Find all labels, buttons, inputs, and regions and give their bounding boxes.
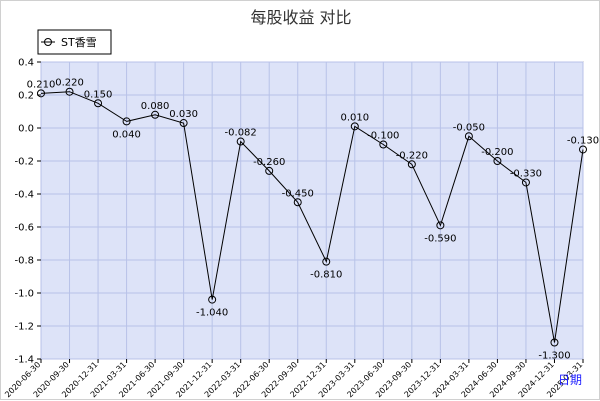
data-label: 0.210 (27, 79, 56, 90)
chart-title: 每股收益 对比 (250, 8, 351, 27)
data-point (407, 160, 416, 169)
data-label: -0.330 (510, 168, 542, 179)
y-tick-label: 0.4 (18, 58, 34, 69)
data-label: -0.220 (396, 150, 428, 161)
legend-marker (44, 38, 52, 46)
data-point (65, 87, 74, 96)
data-label: -0.082 (225, 128, 257, 139)
data-point (464, 132, 473, 141)
y-tick-label: -0.2 (14, 157, 34, 168)
y-tick-label: -1.0 (14, 289, 34, 300)
data-label: 0.040 (112, 129, 141, 140)
y-tick-label: -0.8 (14, 256, 34, 267)
data-point (436, 221, 445, 230)
x-axis-ticks: 2020-06-302020-09-302020-12-312021-03-31… (3, 359, 584, 399)
data-label: -0.130 (567, 135, 599, 146)
data-point (122, 117, 131, 126)
data-point (350, 122, 359, 131)
y-tick-label: -0.4 (14, 190, 34, 201)
y-tick-label: -1.2 (14, 322, 34, 333)
y-tick-label: -0.6 (14, 223, 34, 234)
data-point (265, 166, 274, 175)
data-point (208, 295, 217, 304)
data-point (151, 110, 160, 119)
data-label: -0.100 (367, 131, 399, 142)
data-label: -0.200 (481, 147, 513, 158)
data-point (550, 338, 559, 347)
data-label: -0.050 (453, 122, 485, 133)
data-label: 0.030 (169, 109, 198, 120)
data-point (322, 257, 331, 266)
legend-label: ST香雪 (61, 36, 97, 49)
legend: ST香雪 (37, 29, 112, 55)
data-point (37, 89, 45, 98)
data-point (236, 137, 245, 146)
data-label: -0.810 (310, 270, 342, 281)
data-label: -0.450 (282, 188, 314, 199)
data-label: 0.220 (55, 78, 84, 89)
data-label: 0.080 (141, 101, 170, 112)
data-point (493, 157, 502, 165)
series-markers (37, 87, 587, 347)
data-label: 0.010 (340, 112, 369, 123)
data-point (379, 140, 388, 149)
series-line (40, 91, 584, 343)
data-label: -0.590 (424, 233, 456, 244)
data-label: -1.040 (196, 308, 228, 319)
grid-lines (40, 61, 584, 360)
y-axis-ticks: 0.4 0.2 0.0 -0.2 -0.4 -0.6 -0.8 -1.0 -1.2 -1.4 (14, 58, 41, 366)
x-axis-label: 日期 (558, 373, 582, 387)
data-point (94, 99, 103, 108)
y-tick-label: 0.0 (18, 124, 34, 135)
data-point (521, 178, 530, 187)
data-label: -0.260 (253, 157, 285, 168)
data-label: -1.300 (538, 351, 570, 362)
data-point (179, 119, 188, 128)
y-tick-label: -1.4 (14, 355, 34, 366)
data-point (293, 198, 302, 207)
plot-area (40, 61, 584, 360)
data-point (579, 145, 587, 154)
data-label: 0.150 (84, 89, 113, 100)
y-tick-label: 0.2 (18, 91, 34, 102)
